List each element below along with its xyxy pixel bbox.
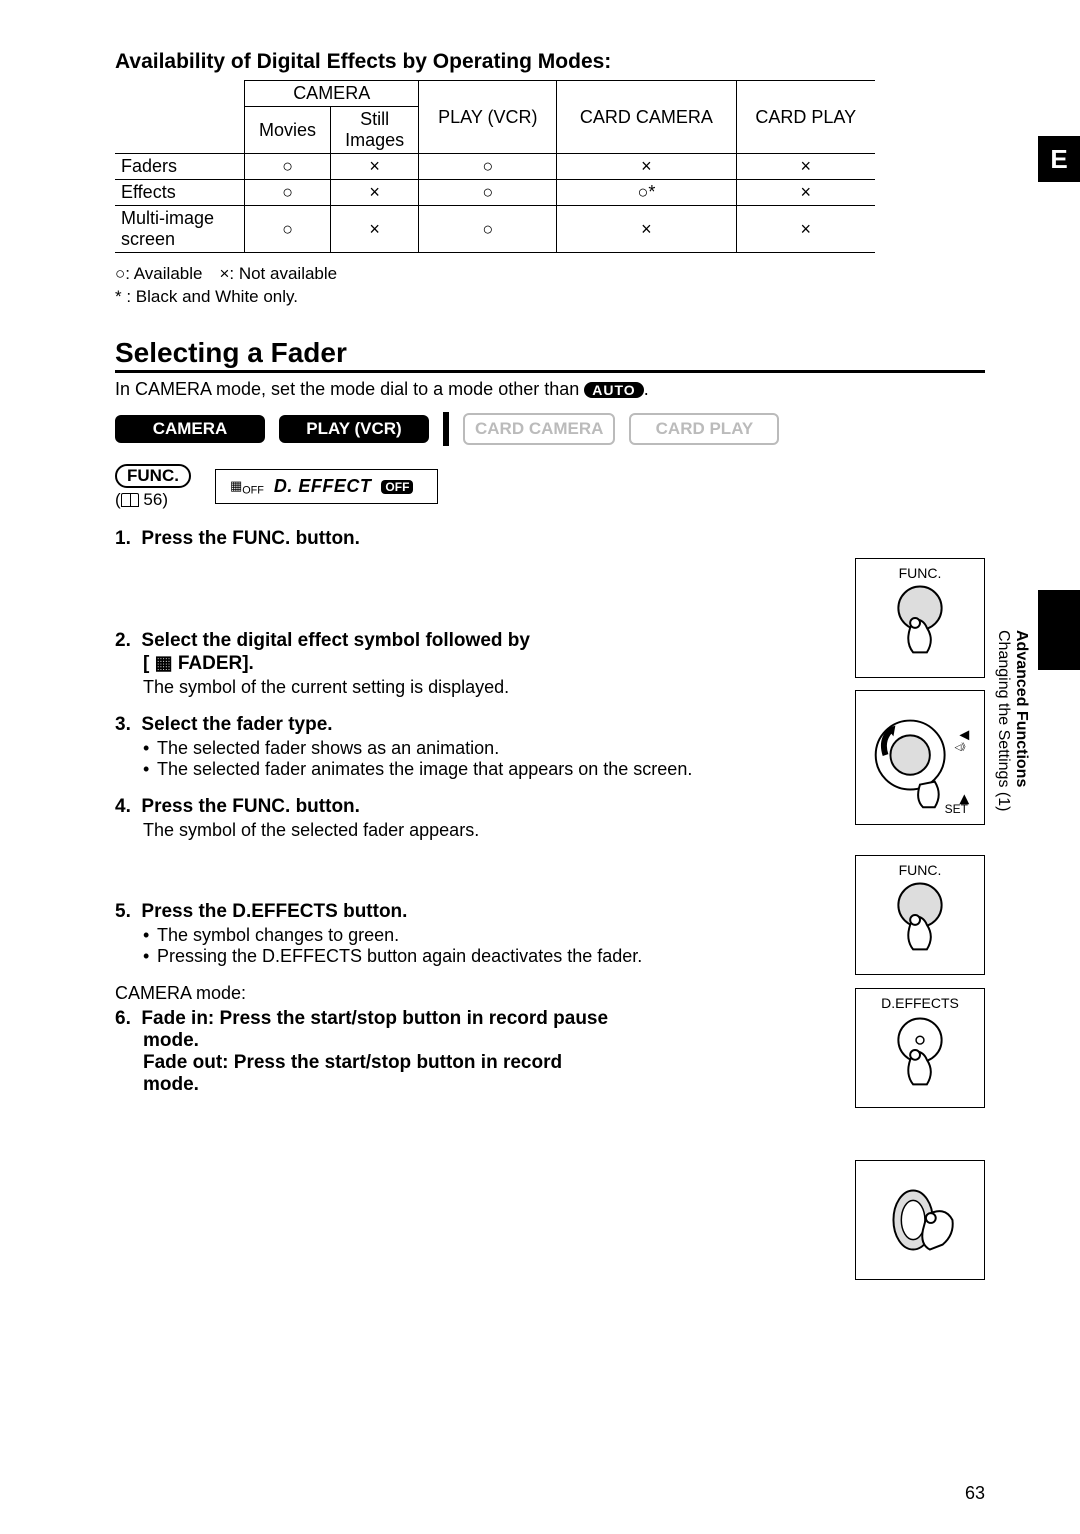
mode-divider [443,412,449,446]
mode-camera-button: CAMERA [115,415,265,443]
func-badge-block: FUNC. ( 56) [115,464,191,510]
off-badge: OFF [381,480,413,494]
illus-startstop-button [855,1160,985,1280]
d-effect-off-icon: ▦OFF [230,478,264,497]
illus-label-func: FUNC. [856,565,984,581]
illus-label-func: FUNC. [856,862,984,878]
func-reference-row: FUNC. ( 56) ▦OFF D. EFFECT OFF [115,464,985,510]
book-icon [121,493,139,507]
mode-card-camera-button: CARD CAMERA [463,413,615,445]
mode-buttons-row: CAMERA PLAY (VCR) CARD CAMERA CARD PLAY [115,412,985,446]
col-movies: Movies [245,107,331,154]
table-row: Faders ○ × ○ × × [115,154,875,180]
page-number: 63 [965,1483,985,1504]
table-row: Multi-imagescreen ○ × ○ × × [115,206,875,253]
col-card-play: CARD PLAY [736,81,875,154]
func-badge: FUNC. [115,464,191,488]
illus-label-deffects: D.EFFECTS [856,995,984,1011]
auto-badge-icon: AUTO [584,382,643,398]
col-card-camera: CARD CAMERA [557,81,736,154]
illus-func-button-1: FUNC. [855,558,985,678]
col-play-vcr: PLAY (VCR) [419,81,557,154]
table-row: Effects ○ × ○ ○* × [115,180,875,206]
table-legend: ○: Available ×: Not available * : Black … [115,263,985,309]
illus-dial-set: ◁》 SET [855,690,985,825]
step-1: 1. Press the FUNC. button. [115,528,985,550]
d-effect-menu-box: ▦OFF D. EFFECT OFF [215,469,438,504]
mode-card-play-button: CARD PLAY [629,413,779,445]
intro-text: In CAMERA mode, set the mode dial to a m… [115,379,985,400]
mode-play-vcr-button: PLAY (VCR) [279,415,429,443]
heading-selecting-fader: Selecting a Fader [115,337,985,373]
func-page-ref: ( 56) [115,490,191,510]
section-title: Availability of Digital Effects by Opera… [115,50,985,74]
illus-deffects-button: D.EFFECTS [855,988,985,1108]
illus-set-label: SET [945,802,968,816]
svg-text:◁》: ◁》 [954,742,970,752]
col-camera: CAMERA [245,81,419,107]
availability-table: CAMERA PLAY (VCR) CARD CAMERA CARD PLAY … [115,80,875,253]
illus-func-button-2: FUNC. [855,855,985,975]
col-still-images: StillImages [330,107,418,154]
d-effect-label: D. EFFECT [274,476,372,497]
